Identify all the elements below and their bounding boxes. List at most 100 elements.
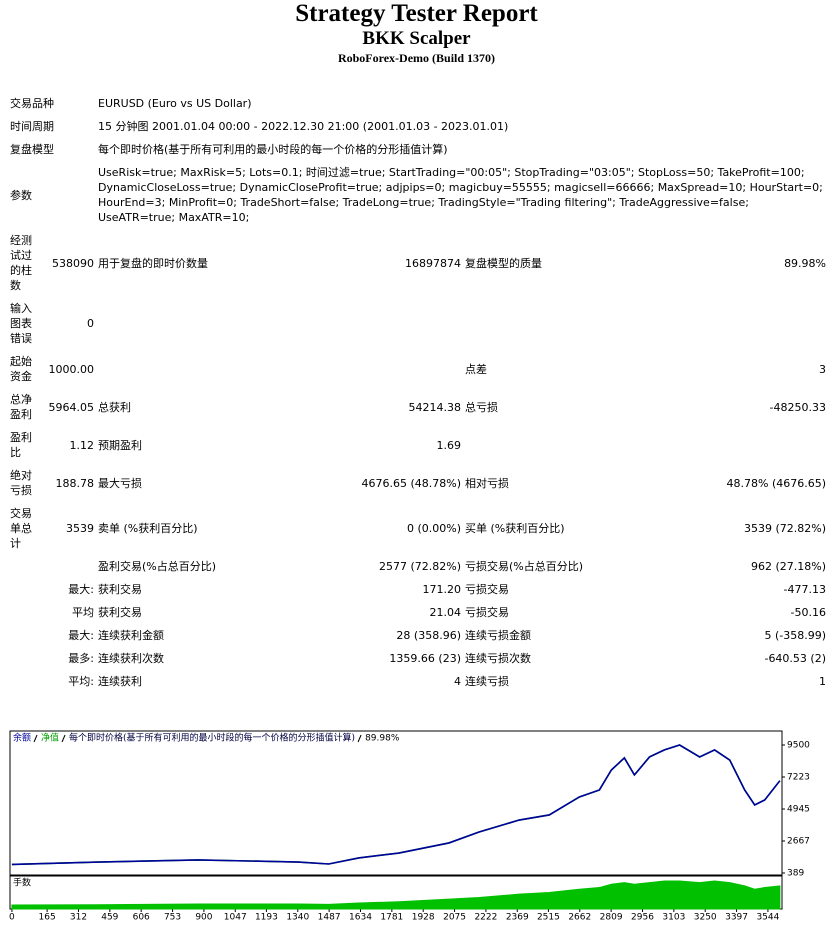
field-value: -50.16 [790,606,827,619]
field-label: 总获利 [98,400,131,414]
x-tick-label: 1634 [349,913,372,923]
field-label: 点差 [465,362,487,376]
row-sublabel [44,555,96,578]
field-label [96,297,261,350]
report-row: 输入图表错误 0 [8,297,828,350]
field-label: 亏损交易 [465,583,509,596]
row-label: 总净盈利 [10,393,32,421]
legend-item: 净值 [41,732,59,744]
field-value: 16897874 [405,256,461,270]
row-label [8,578,44,601]
x-tick-label: 1928 [412,913,435,923]
field-value: 962 (27.18%) [750,560,827,573]
field-value [641,426,828,464]
field-value: 54214.38 [408,400,462,414]
field-label: 连续获利金额 [98,629,164,642]
x-tick-label: 753 [164,913,181,923]
report-table: 交易品种 EURUSD (Euro vs US Dollar) 时间周期 15 分钟图… [8,92,828,693]
field-label: 连续亏损次数 [465,652,531,665]
x-tick-label: 2809 [600,913,623,923]
legend-separator [33,734,38,743]
y-tick-label: 7223 [787,772,810,782]
legend-item: 每个即时价格(基于所有可利用的最小时段的每一个价格的分形插值计算) [69,732,355,744]
x-tick-label: 3544 [756,913,779,923]
field-value: -640.53 (2) [764,652,827,665]
legend-separator [357,734,362,743]
x-tick-label: 459 [101,913,118,923]
field-value: 4676.65 (48.78%) [361,476,461,490]
x-tick-label: 1781 [380,913,403,923]
row-label: 交易品种 [10,97,54,110]
title: Strategy Tester Report [295,0,538,27]
field-label: 最大亏损 [98,476,142,490]
x-tick-label: 165 [39,913,56,923]
row-value: 1.12 [69,438,95,452]
row-label [8,670,44,693]
field-value: 1.69 [436,438,462,452]
line [11,744,781,866]
row-text: EURUSD (Euro vs US Dollar) [98,97,252,110]
field-value: 1 [819,675,827,688]
report-row: 绝对亏损 188.78 最大亏损 4676.65 (48.78%) 相对亏损 48.78%… [8,464,828,502]
field-value [261,297,463,350]
row-label: 起始资金 [10,355,32,383]
y-tick-label: 2667 [787,837,810,847]
legend-item: 余额 [13,732,31,744]
row-value: 538090 [52,256,94,270]
report-row: 起始资金 1000.00 点差 3 [8,350,828,388]
field-label: 亏损交易(%占总百分比) [465,560,584,573]
field-value: 3 [819,362,827,376]
field-label: 相对亏损 [465,476,509,490]
field-label: 连续亏损金额 [465,629,531,642]
y-tick-label: 389 [787,869,804,879]
x-tick-label: 3250 [694,913,717,923]
x-tick-label: 1487 [318,913,341,923]
field-value: 4 [454,675,461,688]
field-label: 亏损交易 [465,606,509,619]
legend-separator [61,734,66,743]
field-value: 21.04 [429,606,462,619]
x-tick-label: 1047 [224,913,247,923]
field-value: 48.78% (4676.65) [726,476,827,490]
report-row: 盈利交易(%占总百分比) 2577 (72.82%) 亏损交易(%占总百分比) 962… [8,555,828,578]
report-row: 复盘模型 每个即时价格(基于所有可利用的最小时段的每一个价格的分形插值计算) [8,138,828,161]
field-value: 1359.66 (23) [389,652,461,665]
row-label: 时间周期 [10,120,54,133]
row-label: 复盘模型 [10,143,54,156]
y-tick-label: 4945 [787,804,810,814]
row-label: 绝对亏损 [10,469,32,497]
field-label: 连续获利次数 [98,652,164,665]
field-label: 复盘模型的质量 [465,256,542,270]
row-label: 经测试过的柱数 [10,234,32,292]
field-value: 3539 (72.82%) [743,522,827,535]
field-label: 买单 (%获利百分比) [465,522,565,535]
field-label: 卖单 (%获利百分比) [98,522,198,535]
row-sublabel: 平均 [72,606,94,619]
report-row: 最大: 连续获利金额 28 (358.96) 连续亏损金额 5 (-358.99) [8,624,828,647]
x-tick-label: 3397 [725,913,748,923]
field-label [96,350,261,388]
report-row: 平均: 连续获利 4 连续亏损 1 [8,670,828,693]
row-label [8,601,44,624]
field-label: 获利交易 [98,606,142,619]
field-label: 获利交易 [98,583,142,596]
legend-item: 89.98% [365,734,400,744]
x-tick-label: 2956 [631,913,654,923]
report-row: 最多: 连续获利次数 1359.66 (23) 连续亏损次数 -640.53 (2) [8,647,828,670]
field-value: 2577 (72.82%) [378,560,461,573]
report-row: 最大: 获利交易 171.20 亏损交易 -477.13 [8,578,828,601]
row-value: 188.78 [55,476,95,490]
field-label [463,426,641,464]
x-tick-label: 0 [9,913,15,923]
row-sublabel: 最大: [68,629,94,642]
field-value: 5 (-358.99) [764,629,827,642]
x-tick-label: 900 [195,913,212,923]
y-tick-label: 9500 [787,741,810,751]
x-tick-label: 1193 [255,913,278,923]
row-value: 5964.05 [48,400,95,414]
x-tick-label: 2075 [443,913,466,923]
x-tick-label: 2369 [506,913,529,923]
volume-area [11,880,781,910]
row-text: UseRisk=true; MaxRisk=5; Lots=0.1; 时间过滤=… [98,166,823,224]
row-label [8,555,44,578]
